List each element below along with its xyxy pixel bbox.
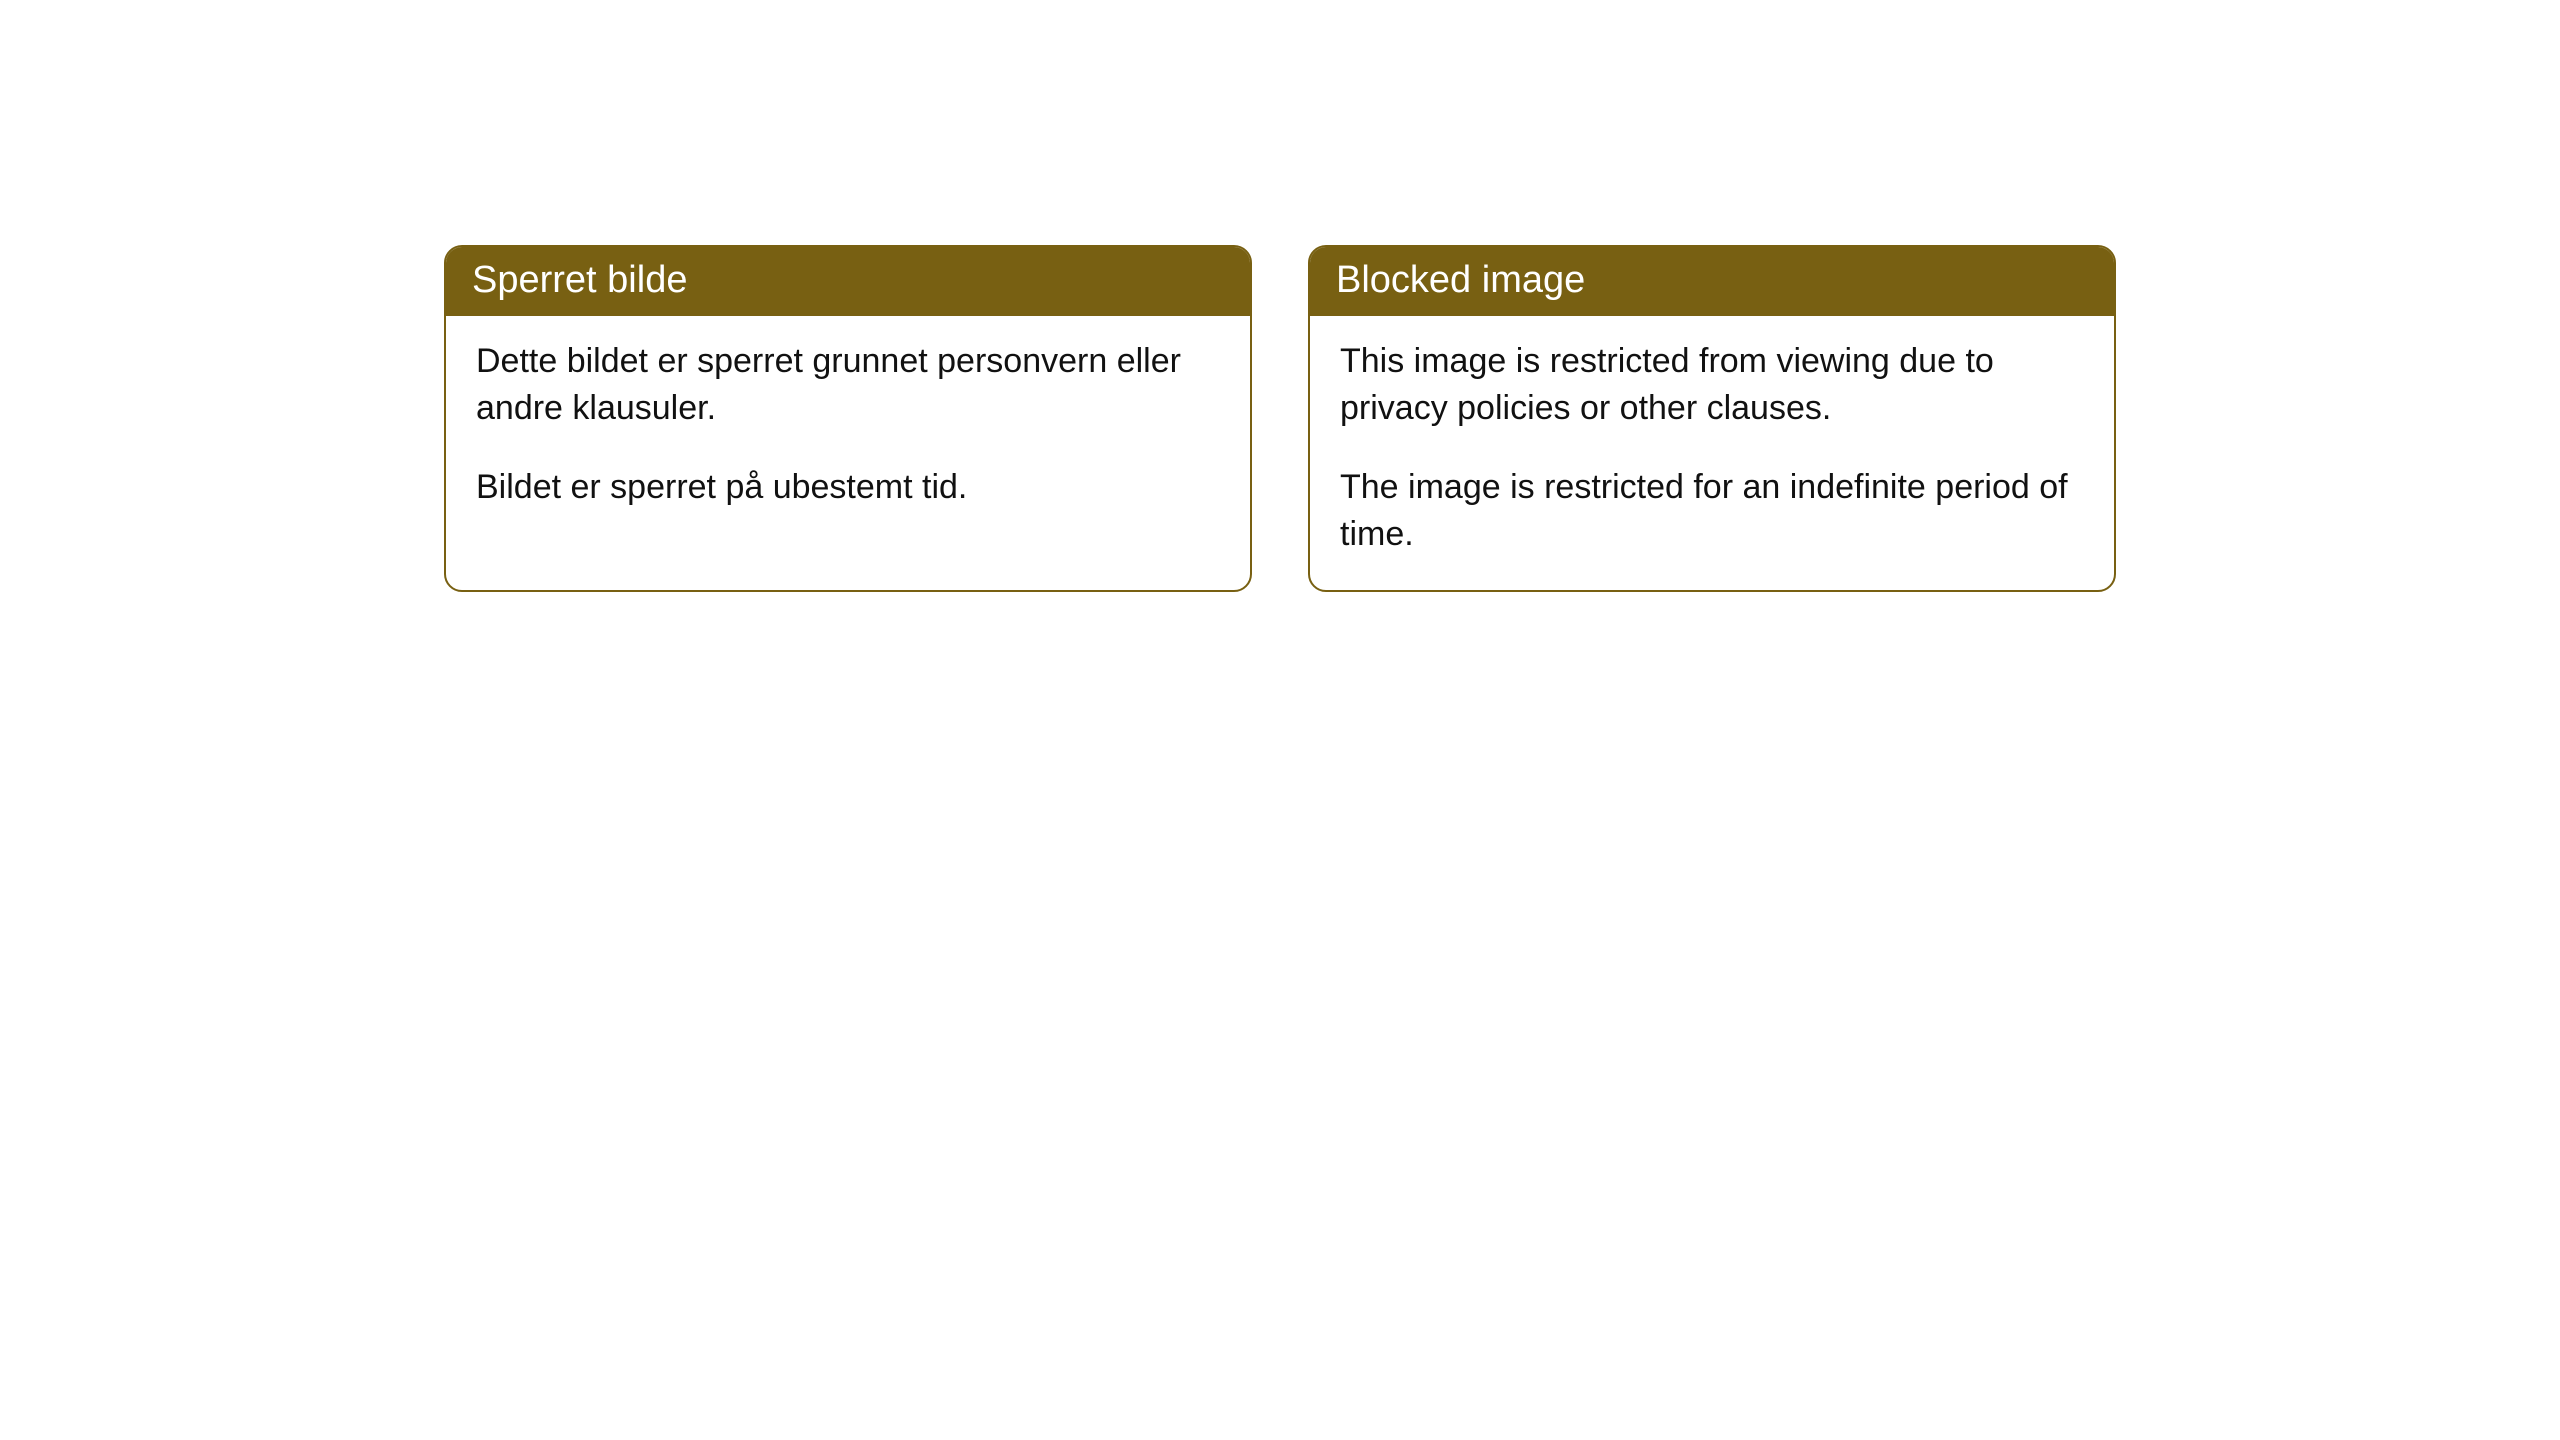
notice-cards-container: Sperret bilde Dette bildet er sperret gr… xyxy=(444,245,2116,592)
card-paragraph: The image is restricted for an indefinit… xyxy=(1340,464,2084,558)
card-paragraph: Bildet er sperret på ubestemt tid. xyxy=(476,464,1220,511)
notice-card-english: Blocked image This image is restricted f… xyxy=(1308,245,2116,592)
notice-card-norwegian: Sperret bilde Dette bildet er sperret gr… xyxy=(444,245,1252,592)
card-title: Sperret bilde xyxy=(446,247,1250,316)
card-title: Blocked image xyxy=(1310,247,2114,316)
card-body: This image is restricted from viewing du… xyxy=(1310,316,2114,590)
card-body: Dette bildet er sperret grunnet personve… xyxy=(446,316,1250,543)
card-paragraph: This image is restricted from viewing du… xyxy=(1340,338,2084,432)
card-paragraph: Dette bildet er sperret grunnet personve… xyxy=(476,338,1220,432)
